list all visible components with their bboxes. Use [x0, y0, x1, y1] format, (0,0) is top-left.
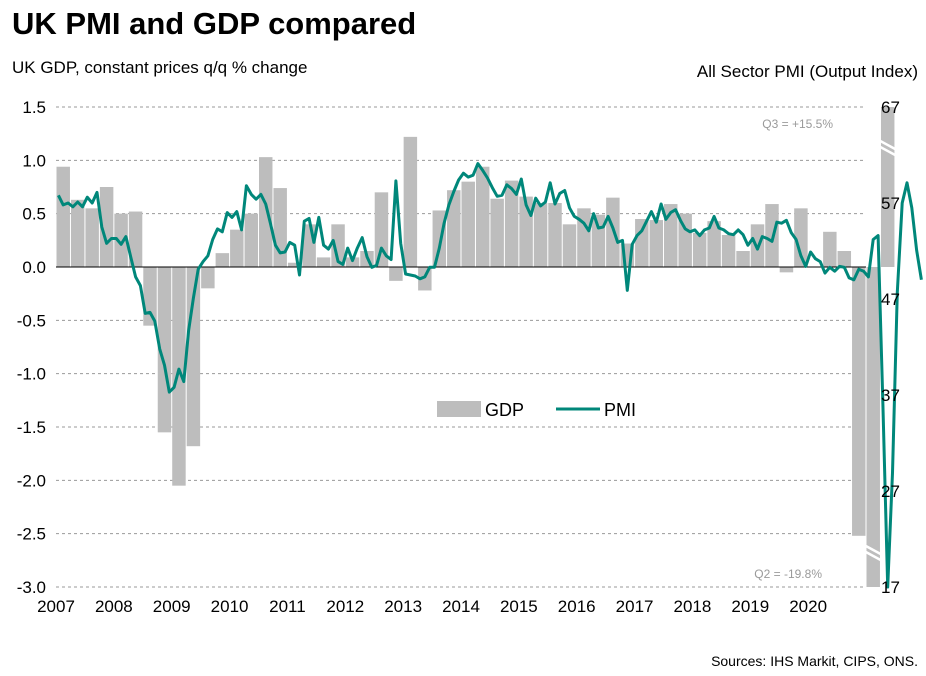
gdp-bar	[562, 224, 577, 267]
gdp-bar	[577, 208, 591, 267]
right-tick-label: 67	[881, 98, 900, 117]
gdp-bar	[287, 262, 302, 267]
gdp-bar	[548, 203, 562, 267]
x-tick-label: 2020	[789, 597, 827, 616]
gdp-bar	[244, 213, 258, 267]
left-tick-label: -0.5	[17, 311, 46, 330]
gdp-bar	[447, 190, 461, 267]
gdp-bar	[316, 257, 331, 267]
left-tick-label: 1.0	[22, 151, 46, 170]
gdp-bar	[230, 229, 244, 267]
gdp-bar	[707, 221, 721, 267]
right-tick-label: 37	[881, 386, 900, 405]
chart-title: UK PMI and GDP compared	[12, 6, 417, 41]
gdp-bar	[823, 231, 837, 267]
left-tick-label: 0.5	[22, 205, 46, 224]
gdp-bar	[866, 267, 880, 587]
gdp-bar	[215, 253, 230, 267]
legend-gdp-label: GDP	[485, 400, 524, 420]
gdp-bar	[649, 220, 663, 267]
gdp-bar	[880, 107, 895, 267]
break-mark	[863, 549, 884, 563]
left-axis-label: UK GDP, constant prices q/q % change	[12, 58, 308, 77]
x-tick-label: 2014	[442, 597, 480, 616]
left-tick-label: -2.0	[17, 471, 46, 490]
gdp-bar	[389, 267, 403, 281]
x-tick-label: 2016	[558, 597, 596, 616]
gdp-bar	[143, 267, 157, 326]
x-tick-label: 2013	[384, 597, 422, 616]
x-tick-label: 2015	[500, 597, 538, 616]
right-tick-label: 57	[881, 194, 900, 213]
gdp-bar	[201, 267, 215, 289]
x-tick-label: 2008	[95, 597, 133, 616]
x-tick-label: 2018	[674, 597, 712, 616]
x-tick-label: 2010	[211, 597, 249, 616]
gdp-bar	[837, 251, 852, 267]
gdp-bar	[56, 166, 70, 267]
gdp-bar	[721, 235, 736, 267]
x-tick-label: 2012	[326, 597, 364, 616]
gdp-bar	[70, 199, 85, 267]
x-tick-label: 2007	[37, 597, 75, 616]
gdp-bar	[99, 187, 114, 267]
x-tick-label: 2011	[269, 597, 306, 616]
break-mark	[877, 138, 898, 152]
left-tick-label: -1.5	[17, 418, 46, 437]
annotation-q3: Q3 = +15.5%	[762, 117, 833, 131]
gdp-bar	[736, 251, 750, 267]
source-note: Sources: IHS Markit, CIPS, ONS.	[711, 653, 918, 669]
gdp-bar	[345, 257, 360, 267]
right-axis-label: All Sector PMI (Output Index)	[696, 62, 918, 81]
axis-break-marks	[863, 138, 898, 563]
right-tick-label: 17	[881, 578, 900, 597]
left-tick-label: -3.0	[17, 578, 46, 597]
legend: GDP PMI	[437, 400, 636, 420]
tick-labels: 1.5 1.0 0.5 0.0 -0.5 -1.0 -1.5 -2.0 -2.5 -3.0 67 57…	[17, 98, 900, 616]
gdp-bar	[475, 166, 490, 267]
left-tick-label: -2.5	[17, 525, 46, 544]
gdp-bar	[490, 198, 504, 267]
legend-pmi-label: PMI	[604, 400, 636, 420]
gdp-bar	[635, 219, 649, 267]
left-tick-label: 0.0	[22, 258, 46, 277]
gdp-bar	[533, 203, 548, 267]
annotation-q2: Q2 = -19.8%	[754, 567, 822, 581]
gdp-bar	[461, 181, 475, 267]
gdp-bar	[591, 214, 606, 267]
gdp-bar	[259, 157, 273, 267]
gdp-bar	[273, 188, 287, 267]
gdp-bar	[114, 213, 128, 267]
left-tick-label: 1.5	[22, 98, 46, 117]
left-tick-label: -1.0	[17, 365, 46, 384]
gdp-bars	[56, 107, 895, 587]
right-tick-label: 27	[881, 482, 900, 501]
gdp-bar	[128, 211, 143, 267]
gdp-bar	[172, 267, 186, 486]
gdp-bar	[779, 267, 794, 273]
gdp-bar	[85, 208, 99, 267]
x-tick-label: 2019	[731, 597, 769, 616]
gdp-bar	[331, 224, 345, 267]
pmi-line-group	[57, 162, 923, 589]
pmi-line	[57, 162, 923, 589]
annotations: Q3 = +15.5% Q2 = -19.8%	[754, 117, 833, 581]
legend-gdp-swatch	[437, 401, 481, 417]
gdp-bar	[794, 208, 808, 267]
gdp-bar	[852, 267, 866, 536]
gdp-bar	[504, 180, 519, 267]
gdp-bar	[692, 232, 707, 267]
gdp-bar	[403, 136, 418, 267]
break-mark	[877, 144, 898, 158]
gdp-bar	[374, 192, 389, 267]
x-tick-label: 2017	[616, 597, 654, 616]
break-mark	[863, 543, 884, 557]
right-tick-label: 47	[881, 290, 900, 309]
x-tick-label: 2009	[153, 597, 191, 616]
gdp-bar	[678, 213, 692, 267]
